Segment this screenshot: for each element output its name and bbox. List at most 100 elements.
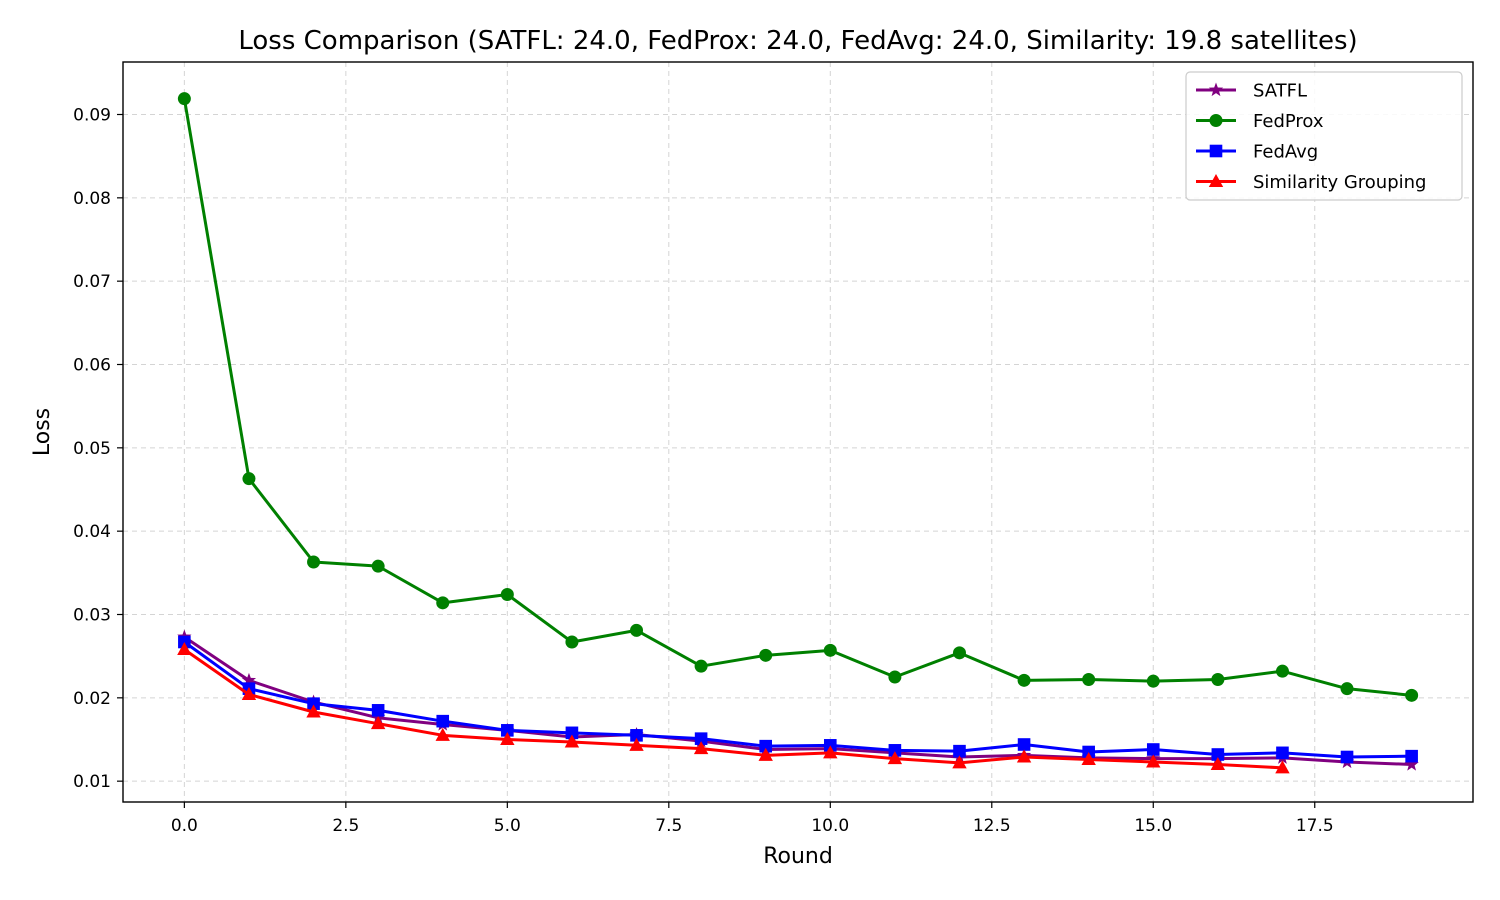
data-point-fedavg	[694, 732, 708, 745]
data-point-fedprox	[565, 635, 579, 649]
data-point-fedprox	[1275, 664, 1289, 678]
data-point-similarity-grouping	[758, 747, 773, 761]
data-point-similarity-grouping	[177, 642, 192, 655]
data-point-fedavg	[565, 726, 579, 740]
grid-lines	[123, 62, 1473, 802]
data-point-fedavg	[1146, 743, 1160, 756]
data-point-fedprox	[1082, 673, 1096, 686]
legend-marker	[1208, 174, 1224, 187]
data-point-similarity-grouping	[500, 732, 515, 745]
legend-marker	[1209, 144, 1223, 158]
data-point-fedprox	[242, 472, 256, 486]
data-point-fedprox	[888, 670, 902, 684]
data-point-fedavg	[1017, 738, 1031, 751]
data-point-fedavg	[501, 724, 514, 737]
series-layer	[177, 92, 1419, 774]
y-tick-label: 0.01	[73, 772, 111, 792]
y-tick-label: 0.06	[73, 356, 111, 376]
chart-title: Loss Comparison (SATFL: 24.0, FedProx: 2…	[238, 26, 1357, 56]
x-tick-label: 5.0	[494, 816, 521, 836]
legend-box	[1185, 71, 1463, 201]
data-point-satfl	[1404, 757, 1419, 771]
data-point-satfl	[241, 672, 257, 687]
legend-item-similarity-grouping: Similarity Grouping	[1196, 172, 1426, 193]
data-point-fedprox	[177, 92, 191, 106]
x-tick-label: 17.5	[1296, 816, 1334, 836]
data-point-fedprox	[952, 646, 966, 660]
data-point-fedavg	[888, 744, 902, 757]
x-tick-label: 0.0	[171, 816, 198, 836]
legend-label: Similarity Grouping	[1253, 172, 1426, 193]
plot-frame	[122, 61, 1474, 803]
data-point-fedprox	[759, 648, 773, 662]
legend-item-fedprox: FedProx	[1196, 111, 1324, 132]
data-point-similarity-grouping	[435, 727, 450, 741]
data-point-fedprox	[307, 555, 321, 569]
data-point-fedavg	[1211, 748, 1225, 761]
x-tick-label: 7.5	[655, 816, 682, 836]
series-line-similarity-grouping	[182, 648, 1284, 770]
data-point-fedavg	[1405, 749, 1418, 763]
data-point-similarity-grouping	[241, 687, 257, 700]
data-point-fedprox	[1146, 674, 1160, 688]
data-point-fedavg	[1082, 745, 1095, 759]
data-point-similarity-grouping	[952, 755, 967, 769]
data-point-similarity-grouping	[887, 751, 903, 765]
data-point-similarity-grouping	[306, 704, 321, 718]
data-point-fedprox	[436, 596, 450, 610]
data-point-similarity-grouping	[1146, 754, 1161, 768]
data-point-similarity-grouping	[1210, 757, 1226, 770]
data-point-similarity-grouping	[1081, 752, 1096, 765]
data-point-similarity-grouping	[629, 737, 644, 751]
data-point-similarity-grouping	[693, 741, 709, 755]
data-point-fedprox	[1017, 673, 1031, 687]
data-point-fedprox	[371, 559, 385, 573]
data-point-fedprox	[630, 623, 644, 637]
x-tick-label: 2.5	[332, 816, 359, 836]
data-point-fedprox	[694, 659, 708, 673]
data-point-similarity-grouping	[370, 716, 386, 730]
data-point-fedprox	[1211, 673, 1225, 686]
y-axis-label: Loss	[30, 408, 55, 456]
series-line-fedavg	[182, 640, 1414, 759]
data-point-similarity-grouping	[1275, 760, 1290, 774]
y-tick-label: 0.03	[73, 606, 111, 626]
data-point-fedavg	[630, 729, 643, 742]
y-tick-label: 0.04	[73, 522, 111, 542]
data-point-fedavg	[1276, 746, 1289, 760]
x-tick-label: 10.0	[811, 816, 849, 836]
data-point-similarity-grouping	[1016, 749, 1032, 763]
series-similarity-grouping	[177, 642, 1290, 774]
series-fedprox	[177, 92, 1419, 702]
legend-marker	[1209, 114, 1223, 127]
x-tick-label: 15.0	[1134, 816, 1172, 836]
legend-item-fedavg: FedAvg	[1196, 142, 1318, 163]
legend-label: SATFL	[1253, 81, 1307, 102]
series-fedavg	[178, 635, 1418, 764]
legend-label: FedProx	[1253, 111, 1324, 132]
x-tick-label: 12.5	[973, 816, 1011, 836]
y-tick-label: 0.08	[73, 189, 111, 209]
axes: 0.0 2.5 5.0 7.5 10.0 12.5 15.0 17.5 0.01 0.02 0.03…	[73, 106, 1334, 837]
data-point-fedavg	[307, 697, 320, 710]
series-line-fedprox	[182, 97, 1414, 697]
y-tick-label: 0.02	[73, 689, 111, 709]
legend-item-satfl: SATFL	[1196, 81, 1307, 102]
data-point-fedavg	[371, 704, 385, 717]
y-tick-label: 0.09	[73, 106, 111, 126]
data-point-fedavg	[1340, 750, 1354, 764]
legend-label: FedAvg	[1253, 142, 1318, 163]
data-point-similarity-grouping	[564, 734, 580, 748]
data-point-fedavg	[759, 739, 773, 753]
series-line-satfl	[182, 635, 1414, 766]
y-tick-label: 0.05	[73, 439, 111, 459]
y-tick-label: 0.07	[73, 272, 111, 292]
data-point-fedprox	[500, 588, 514, 601]
legend: SATFL FedProx FedAvg Similarity Grouping	[1185, 71, 1463, 201]
x-axis-label: Round	[763, 844, 833, 869]
data-point-fedavg	[436, 714, 450, 728]
data-point-fedprox	[823, 643, 837, 657]
data-point-similarity-grouping	[823, 745, 838, 759]
